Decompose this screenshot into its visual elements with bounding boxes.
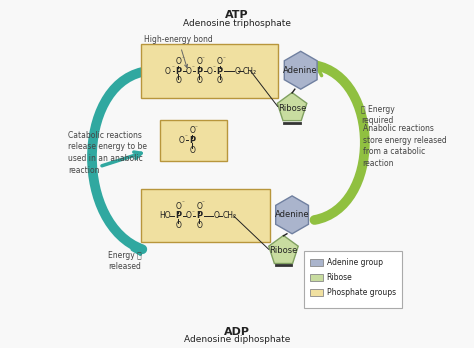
Text: O: O [217,57,223,66]
Text: Adenosine triphosphate: Adenosine triphosphate [183,18,291,27]
Text: P: P [196,67,202,76]
Text: ⁻: ⁻ [181,57,184,62]
FancyBboxPatch shape [160,120,227,161]
Polygon shape [284,51,317,89]
Text: Catabolic reactions
release energy to be
used in an anabolic
reaction: Catabolic reactions release energy to be… [68,130,147,175]
Text: ⁻: ⁻ [202,201,205,207]
Text: O: O [217,77,223,85]
Polygon shape [277,93,307,121]
Text: 💥 Energy
required: 💥 Energy required [361,105,395,125]
Text: O: O [175,77,182,85]
Text: CH₂: CH₂ [222,211,237,220]
Text: ⁻: ⁻ [185,136,188,141]
FancyBboxPatch shape [141,45,278,98]
Text: ⁻: ⁻ [181,201,184,207]
Text: ⁻: ⁻ [195,126,198,131]
Text: ⁻: ⁻ [192,211,195,216]
Text: O: O [186,211,191,220]
Text: Adenine: Adenine [283,66,318,75]
Text: Adenine group: Adenine group [327,258,383,267]
Text: P: P [175,67,182,76]
Text: High-energy bond: High-energy bond [144,35,213,68]
Text: Adenine: Adenine [275,210,310,219]
Text: O: O [189,126,195,135]
Text: O: O [175,57,182,66]
Text: HO: HO [159,211,171,220]
Text: O: O [234,67,240,76]
Text: O: O [165,67,171,76]
FancyBboxPatch shape [310,274,323,281]
Text: O: O [175,202,182,211]
Text: P: P [189,136,195,145]
Polygon shape [276,196,309,234]
Text: Ribose: Ribose [327,273,352,282]
Text: O: O [196,57,202,66]
Text: Energy 💥
released: Energy 💥 released [108,251,142,271]
Text: O: O [186,67,191,76]
Text: ADP: ADP [224,327,250,337]
Text: ⁻: ⁻ [202,57,205,62]
Text: O: O [196,202,202,211]
Text: ⁻: ⁻ [212,66,215,71]
Text: ⁻: ⁻ [222,57,226,62]
Text: O: O [175,221,182,230]
Text: ⁻: ⁻ [171,66,174,71]
Text: O: O [214,211,219,220]
Text: ⁻: ⁻ [192,66,195,71]
FancyBboxPatch shape [310,259,323,266]
Text: Anabolic reactions
store energy released
from a catabolic
reaction: Anabolic reactions store energy released… [363,124,447,168]
Text: O: O [206,67,212,76]
Text: O: O [179,136,184,145]
Text: P: P [196,211,202,220]
Text: Phosphate groups: Phosphate groups [327,288,396,297]
Text: O: O [189,145,195,155]
Text: P: P [217,67,223,76]
FancyBboxPatch shape [304,251,402,308]
FancyBboxPatch shape [141,189,270,242]
Text: Ribose: Ribose [269,246,298,255]
Text: O: O [196,221,202,230]
Text: P: P [175,211,182,220]
Polygon shape [269,236,298,263]
FancyBboxPatch shape [310,289,323,296]
Text: ATP: ATP [225,10,249,20]
Text: CH₂: CH₂ [243,67,257,76]
Text: O: O [196,77,202,85]
Text: Ribose: Ribose [278,104,306,113]
Text: Adenosine diphosphate: Adenosine diphosphate [184,335,290,344]
